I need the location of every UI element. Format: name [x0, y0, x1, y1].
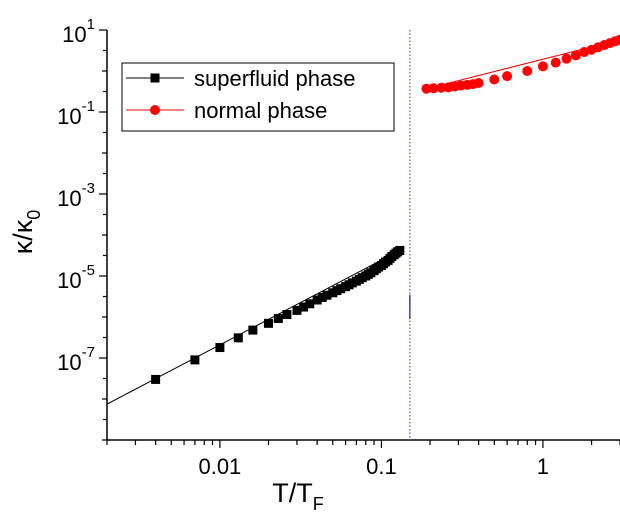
y-tick-label: 10-3	[57, 180, 95, 211]
y-axis-title-sub: 0	[24, 210, 44, 220]
data-point	[522, 66, 533, 76]
y-tick-label: 10-1	[57, 98, 95, 129]
legend-box	[121, 62, 395, 132]
x-axis-title: T/TF	[272, 478, 324, 514]
data-point	[473, 77, 484, 88]
data-point	[233, 333, 243, 343]
data-point	[215, 343, 225, 353]
x-tick-label: 0.01	[198, 454, 241, 479]
y-tick-label: 10-5	[57, 262, 95, 293]
data-point	[436, 82, 447, 93]
legend-marker	[150, 105, 160, 115]
data-point	[322, 290, 332, 300]
x-axis-title-main: T/T	[272, 478, 313, 508]
data-point	[282, 310, 292, 320]
legend: superfluid phase normal phase	[121, 62, 395, 132]
data-point	[317, 292, 327, 302]
data-point	[151, 374, 161, 384]
data-point	[502, 71, 513, 82]
x-tick-label: 1	[537, 454, 549, 479]
data-point	[312, 295, 322, 305]
data-point	[489, 74, 500, 85]
data-point	[299, 302, 309, 312]
x-axis-title-sub: F	[313, 494, 324, 514]
data-point	[428, 83, 439, 94]
data-point	[570, 50, 581, 61]
legend-label: superfluid phase	[194, 66, 355, 91]
data-point	[550, 57, 561, 68]
data-point	[248, 325, 258, 335]
data-point	[190, 355, 200, 365]
data-point	[395, 245, 405, 255]
x-tick-label: 0.1	[366, 454, 397, 479]
legend-marker	[150, 73, 160, 83]
data-region	[107, 34, 620, 405]
data-point	[264, 318, 274, 328]
y-axis-title-main: κ/κ	[8, 219, 38, 254]
legend-label: normal phase	[194, 98, 327, 123]
y-tick-label: 10-7	[57, 344, 95, 375]
data-point	[537, 61, 548, 72]
data-point	[292, 305, 302, 315]
data-point	[561, 53, 572, 64]
data-point	[273, 313, 283, 323]
data-point	[615, 34, 620, 45]
data-point	[336, 284, 346, 294]
y-axis-title: κ/κ0	[8, 210, 44, 255]
data-point	[305, 299, 315, 309]
y-tick-label: 101	[62, 16, 95, 47]
